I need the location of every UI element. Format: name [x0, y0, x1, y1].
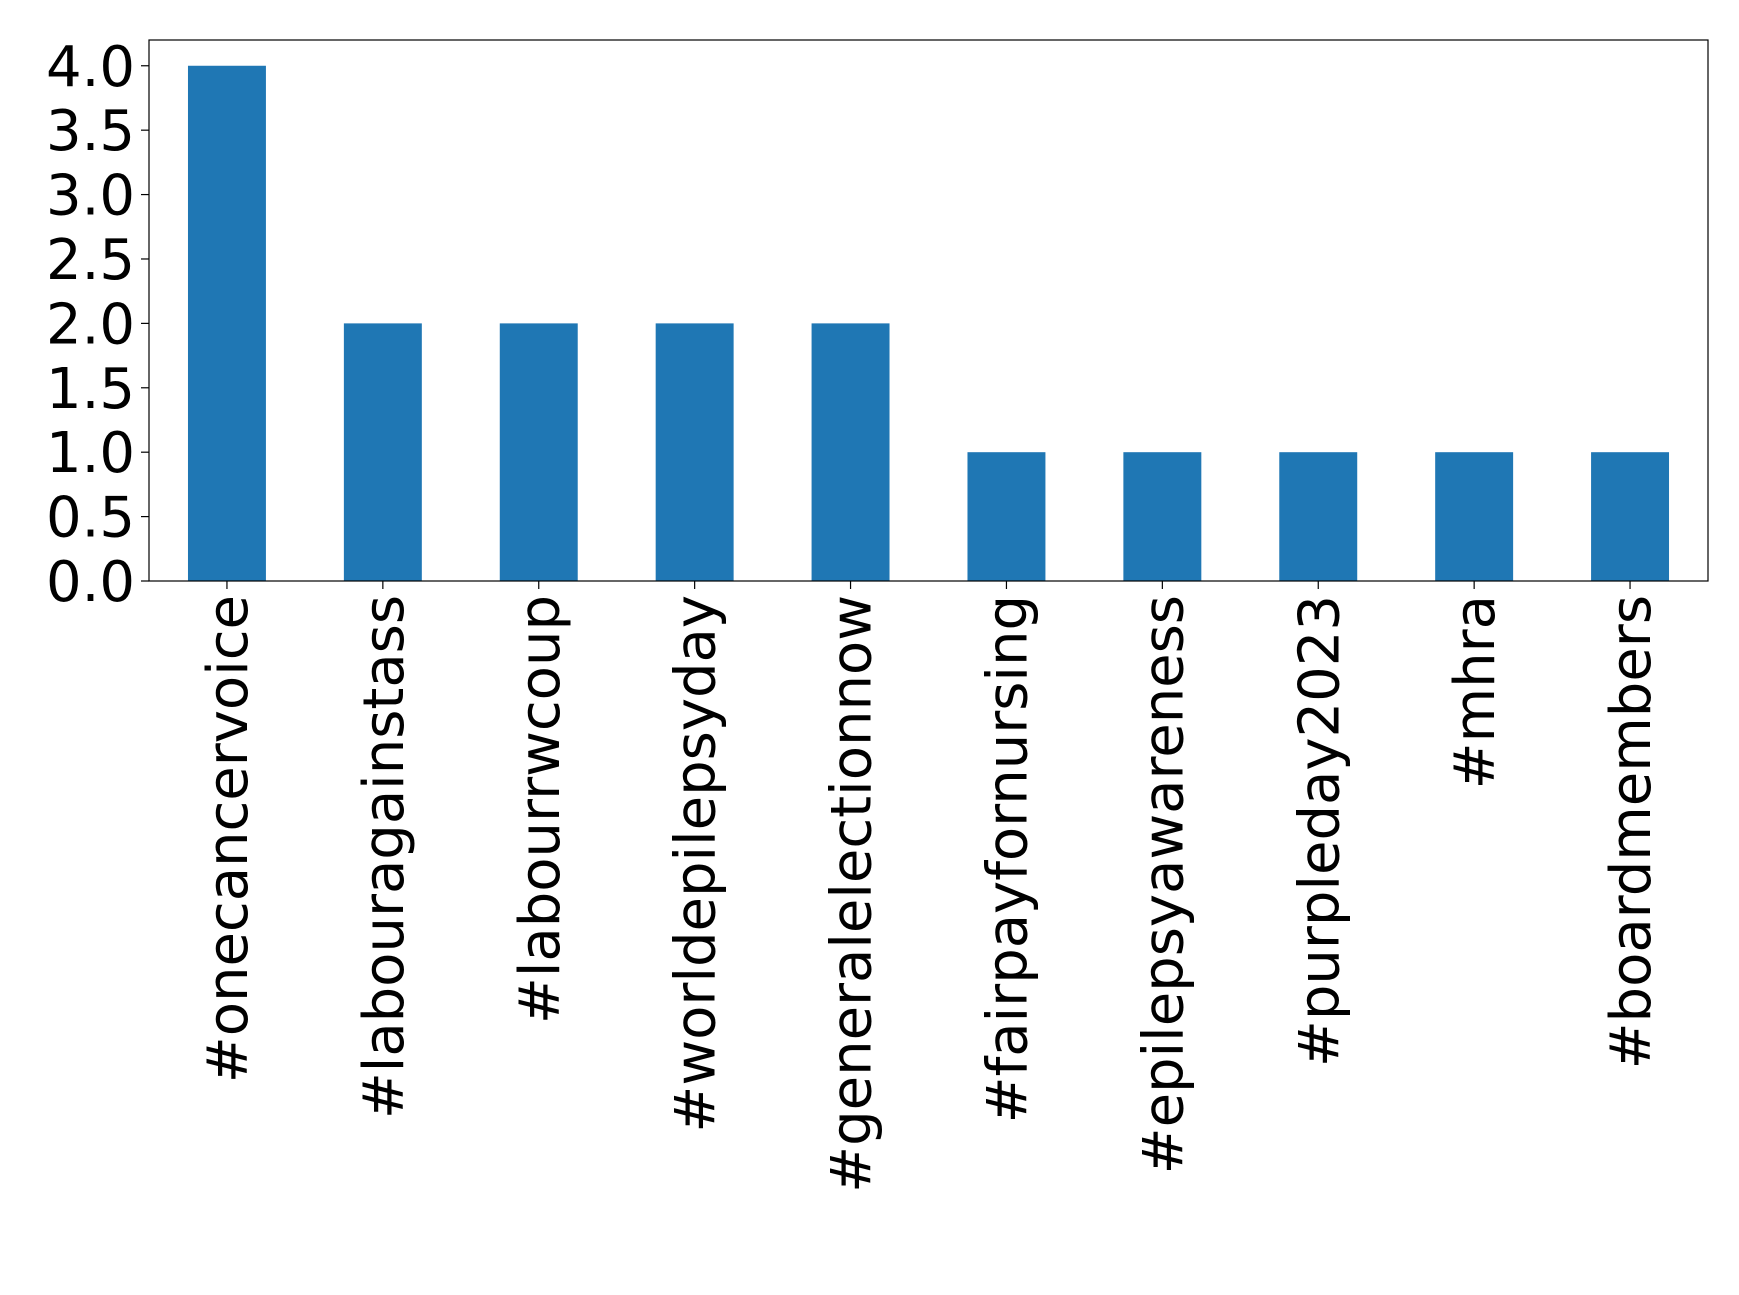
- x-tick-label: #boardmembers: [1599, 595, 1664, 1069]
- x-tick-label: #fairpayfornursing: [975, 595, 1040, 1123]
- bar: [811, 323, 890, 581]
- bar: [1435, 452, 1514, 581]
- y-tick-label: 2.5: [46, 228, 135, 293]
- y-tick-label: 0.0: [46, 550, 135, 615]
- x-tick-label: #epilepsyawareness: [1131, 595, 1196, 1174]
- bar: [343, 323, 422, 581]
- y-tick-label: 3.0: [46, 164, 135, 229]
- bar: [1123, 452, 1202, 581]
- x-tick-label: #generalelectionnow: [820, 595, 885, 1193]
- bar: [187, 65, 266, 581]
- x-tick-label: #labourrwcoup: [508, 595, 573, 1024]
- bar: [499, 323, 578, 581]
- bar: [1591, 452, 1670, 581]
- bar: [1279, 452, 1358, 581]
- y-tick-label: 1.5: [46, 357, 135, 422]
- x-tick-label: #worldepilepsyday: [664, 595, 729, 1133]
- y-tick-label: 0.5: [46, 486, 135, 551]
- x-tick-label: #labouragainstass: [352, 595, 417, 1119]
- bar: [655, 323, 734, 581]
- plot-frame: [148, 39, 1709, 582]
- y-tick-label: 1.0: [46, 421, 135, 486]
- y-tick-label: 4.0: [46, 35, 135, 100]
- x-tick-label: #purpleday2023: [1287, 595, 1352, 1067]
- bar: [967, 452, 1046, 581]
- y-tick-label: 3.5: [46, 99, 135, 164]
- y-tick-label: 2.0: [46, 292, 135, 357]
- x-tick-label: #mhra: [1443, 595, 1508, 789]
- x-tick-label: #onecancervoice: [196, 595, 261, 1083]
